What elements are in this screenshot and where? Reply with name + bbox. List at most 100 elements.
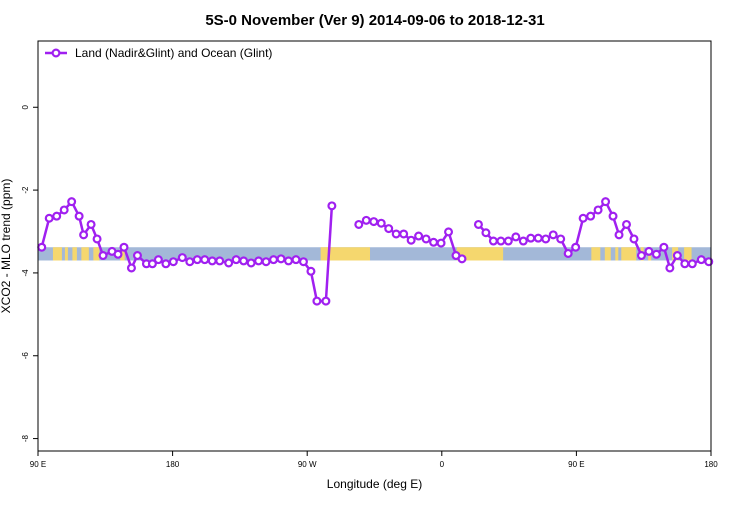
land-segment [684,247,692,261]
x-tick-label: 180 [166,460,180,469]
land-segment [81,247,89,261]
land-segment [621,247,637,261]
data-point [86,219,96,229]
data-point [672,251,682,261]
data-point [593,205,603,215]
y-tick-label: -4 [21,269,30,277]
data-point [132,251,142,261]
data-point [224,258,234,268]
land-segment [604,247,611,261]
y-tick-label: -2 [21,186,30,194]
data-point [306,266,316,276]
data-point [98,251,108,261]
data-point [354,219,364,229]
land-segment [615,247,619,261]
data-point [399,229,409,239]
land-segment [320,247,371,261]
data-point [704,257,714,267]
data-point [119,242,129,252]
data-point [601,197,611,207]
data-point [548,230,558,240]
data-point [541,234,551,244]
land-segment [591,247,601,261]
data-point [436,238,446,248]
data-point [696,255,706,265]
data-point [284,256,294,266]
land-segment [72,247,77,261]
data-point [496,236,506,246]
data-point [361,215,371,225]
data-point [636,251,646,261]
data-point [473,219,483,229]
data-point [239,256,249,266]
data-point [185,257,195,267]
y-axis-label: XCO2 - MLO trend (ppm) [0,179,13,314]
data-point [659,242,669,252]
y-tick-label: 0 [21,104,30,109]
data-point [578,213,588,223]
legend: Land (Nadir&Glint) and Ocean (Glint) [45,46,272,60]
data-point [74,211,84,221]
data-point [376,218,386,228]
y-tick-label: -6 [21,352,30,360]
data-point [518,236,528,246]
data-point [327,201,337,211]
data-point [254,256,264,266]
data-point [687,259,697,269]
data-point [168,257,178,267]
data-point [44,213,54,223]
data-point [126,263,136,273]
data-point [207,256,217,266]
data-point [391,229,401,239]
data-point [622,219,632,229]
land-segment [52,247,62,261]
data-point [261,257,271,267]
data-point [665,263,675,273]
data-point [276,254,286,264]
data-point [511,232,521,242]
data-point [526,233,536,243]
data-point [488,236,498,246]
data-point [59,205,69,215]
series-layer [37,197,714,306]
data-point [644,246,654,256]
data-point [369,217,379,227]
x-tick-label: 0 [440,460,445,469]
data-point [406,235,416,245]
data-point [680,259,690,269]
plot-frame [37,40,712,452]
land-segment [64,247,68,261]
x-tick-label: 90 E [30,460,46,469]
data-point [147,259,157,269]
chart-title: 5S-0 November (Ver 9) 2014-09-06 to 2018… [205,12,544,29]
data-point [503,236,513,246]
data-point [52,211,62,221]
legend-label: Land (Nadir&Glint) and Ocean (Glint) [75,46,272,60]
data-point [161,259,171,269]
data-point [421,234,431,244]
data-point [321,296,331,306]
y-axis: 0 -2 -4 -6 -8 [21,104,38,442]
data-point [556,234,566,244]
data-point [414,231,424,241]
data-point [79,230,89,240]
data-point [177,253,187,263]
data-point [92,234,102,244]
data-point [457,254,467,264]
x-tick-label: 180 [704,460,718,469]
data-point [608,211,618,221]
land-segment [456,247,504,261]
land-segment [120,247,125,261]
data-point [614,230,624,240]
data-point [429,237,439,247]
x-axis-label: Longitude (deg E) [327,477,422,491]
data-point [113,249,123,259]
data-point [481,228,491,238]
y-tick-label: -8 [21,434,30,442]
data-point [384,224,394,234]
x-axis: 90 E 180 90 W 0 90 E 180 [30,451,718,469]
data-point [67,197,77,207]
x-tick-label: 90 W [298,460,317,469]
data-point [651,249,661,259]
land-segment [93,247,100,261]
